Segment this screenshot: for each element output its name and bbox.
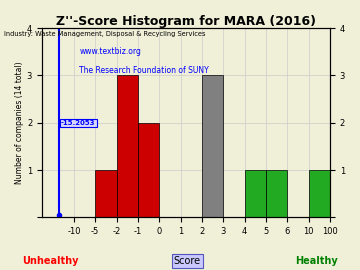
Text: www.textbiz.org: www.textbiz.org [79,47,141,56]
Title: Z''-Score Histogram for MARA (2016): Z''-Score Histogram for MARA (2016) [56,15,316,28]
Bar [309,170,330,217]
Y-axis label: Number of companies (14 total): Number of companies (14 total) [15,61,24,184]
Bar [202,75,223,217]
Text: -15.2053: -15.2053 [61,120,95,126]
Bar [138,123,159,217]
Text: The Research Foundation of SUNY: The Research Foundation of SUNY [79,66,209,75]
Text: Score: Score [174,256,201,266]
Text: Unhealthy: Unhealthy [22,256,78,266]
Bar [117,75,138,217]
Text: Industry: Waste Management, Disposal & Recycling Services: Industry: Waste Management, Disposal & R… [4,31,205,38]
Text: Healthy: Healthy [296,256,338,266]
Bar [95,170,117,217]
Bar [266,170,287,217]
Bar [244,170,266,217]
